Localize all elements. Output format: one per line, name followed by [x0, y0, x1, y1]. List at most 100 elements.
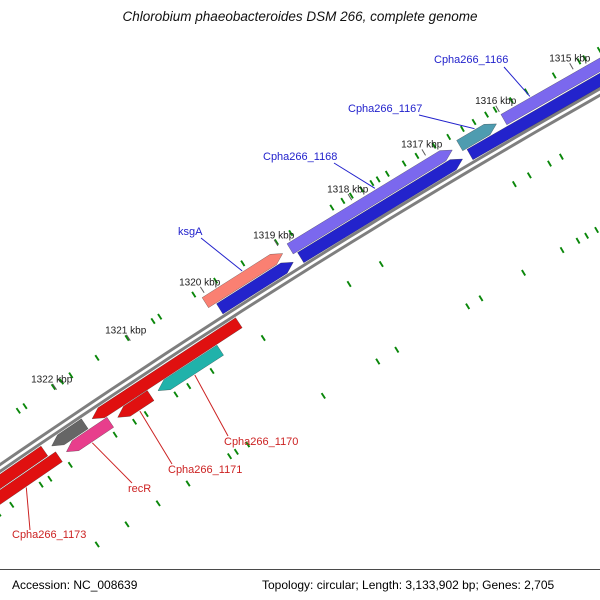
gene-arrow-Cpha266_1167[interactable] [456, 123, 497, 152]
green-tick [245, 441, 251, 448]
green-tick [584, 232, 590, 239]
green-tick [340, 197, 346, 205]
green-tick [401, 160, 407, 167]
green-tick [213, 277, 219, 284]
leader-line-recR [91, 442, 133, 484]
ruler-tick-label-1320: 1320 kbp [179, 277, 221, 288]
green-tick [484, 111, 490, 118]
leader-line-Cpha266_1170 [194, 374, 229, 437]
gene-label-Cpha266_1171[interactable]: Cpha266_1171 [168, 464, 242, 476]
leader-line-Cpha266_1171 [139, 410, 173, 465]
backbone-gap [0, 90, 600, 470]
gene-arrow-Cpha266_1168[interactable] [286, 149, 453, 255]
green-tick [143, 410, 149, 418]
green-tick [508, 97, 514, 104]
green-tick [465, 303, 471, 310]
green-tick [132, 418, 138, 425]
green-tick [233, 448, 239, 456]
ruler-tick-1319 [273, 239, 279, 247]
gene-label-ksgA[interactable]: ksgA [178, 226, 203, 238]
gene-arrow-cds-reverse-1[interactable] [91, 317, 243, 420]
backbone-layer [0, 87, 600, 474]
green-tick [68, 372, 74, 379]
accession-text: Accession: NC_008639 [12, 578, 138, 592]
gene-arrow-cds-forward-3[interactable] [466, 51, 600, 161]
leader-line-ksgA [200, 237, 243, 272]
gene-layer [0, 44, 600, 515]
ruler-tick-label-1317: 1317 kbp [401, 140, 443, 151]
green-tick [551, 72, 557, 79]
green-tick [375, 176, 381, 183]
gene-arrow-Cpha266_1166[interactable] [500, 44, 600, 126]
ruler-tick-label-1322: 1322 kbp [31, 375, 73, 386]
green-tick [459, 125, 465, 133]
gene-label-recR[interactable]: recR [128, 483, 151, 495]
gene-label-Cpha266_1168[interactable]: Cpha266_1168 [263, 151, 337, 163]
green-tick [112, 431, 118, 438]
leader-line-Cpha266_1166 [503, 66, 531, 97]
gene-label-layer: ksgA Cpha266_1168 Cpha266_1167 Cpha266_1166… [12, 54, 508, 541]
green-tick [446, 133, 452, 141]
ruler-tick-1317 [421, 149, 426, 156]
green-tick [50, 383, 56, 391]
green-tick [394, 346, 400, 353]
green-tick [124, 521, 130, 528]
green-tick [124, 334, 130, 342]
green-tick [575, 237, 581, 244]
ruler-layer: 1315 kbp 1316 kbp 1317 kbp 1318 kbp 1319 kbp… [31, 53, 591, 390]
ruler-tick-label-1316: 1316 kbp [475, 96, 517, 107]
green-tick [329, 204, 335, 211]
gene-arrow-cds-forward-2[interactable] [297, 158, 464, 264]
green-tick [375, 358, 381, 365]
gene-arrow-Cpha266_1171[interactable] [117, 390, 155, 418]
gene-arrow-Cpha266_1170[interactable] [157, 344, 224, 391]
leader-line-Cpha266_1168 [333, 162, 376, 189]
green-tick [526, 172, 532, 179]
green-tick [209, 367, 215, 375]
green-dash-layer [0, 46, 600, 548]
green-tick [240, 260, 246, 267]
figure-title: Chlorobium phaeobacteroides DSM 266, com… [123, 9, 478, 24]
gene-arrow-cds-reverse-3[interactable] [0, 445, 49, 512]
leader-line-Cpha266_1167 [418, 114, 475, 130]
green-tick [67, 461, 73, 469]
ruler-tick-label-1321: 1321 kbp [105, 326, 147, 337]
ruler-tick-1321 [126, 334, 131, 341]
green-tick [576, 58, 582, 65]
green-tick [521, 269, 527, 276]
gene-arrow-ksgA[interactable] [201, 253, 284, 309]
gene-label-Cpha266_1167[interactable]: Cpha266_1167 [348, 103, 422, 115]
ruler-tick-1322 [52, 383, 57, 390]
green-tick [227, 452, 233, 460]
gene-arrow-Cpha266_1173[interactable] [0, 451, 63, 515]
leader-line-Cpha266_1173 [25, 487, 31, 531]
green-tick [150, 317, 156, 325]
green-tick [9, 501, 15, 509]
gene-label-Cpha266_1173[interactable]: Cpha266_1173 [12, 529, 86, 541]
backbone-arc [0, 87, 600, 474]
gene-arrow-cds-forward-1[interactable] [216, 261, 294, 315]
gene-label-Cpha266_1170[interactable]: Cpha266_1170 [224, 436, 298, 448]
ruler-tick-label-1315: 1315 kbp [549, 53, 591, 64]
genome-map: Chlorobium phaeobacteroides DSM 266, com… [0, 9, 600, 548]
green-tick [559, 246, 565, 254]
gene-arrow-recR[interactable] [65, 416, 115, 453]
ruler-tick-1318 [347, 193, 353, 201]
status-bar: Accession: NC_008639 Topology: circular;… [0, 569, 600, 600]
green-tick [94, 354, 100, 362]
green-tick [346, 280, 352, 288]
ruler-tick-1315 [569, 62, 574, 70]
ruler-tick-1316 [495, 105, 500, 113]
green-tick [359, 186, 365, 193]
green-tick [173, 391, 179, 398]
green-tick [471, 118, 477, 126]
gene-arrow-cds-reverse-2[interactable] [51, 418, 89, 447]
green-tick [15, 407, 21, 414]
green-tick [594, 226, 600, 234]
green-tick [378, 260, 384, 268]
green-tick [596, 46, 600, 54]
gene-label-Cpha266_1166[interactable]: Cpha266_1166 [434, 54, 508, 66]
green-tick [431, 142, 437, 149]
green-tick [38, 481, 44, 488]
green-tick [157, 313, 163, 320]
